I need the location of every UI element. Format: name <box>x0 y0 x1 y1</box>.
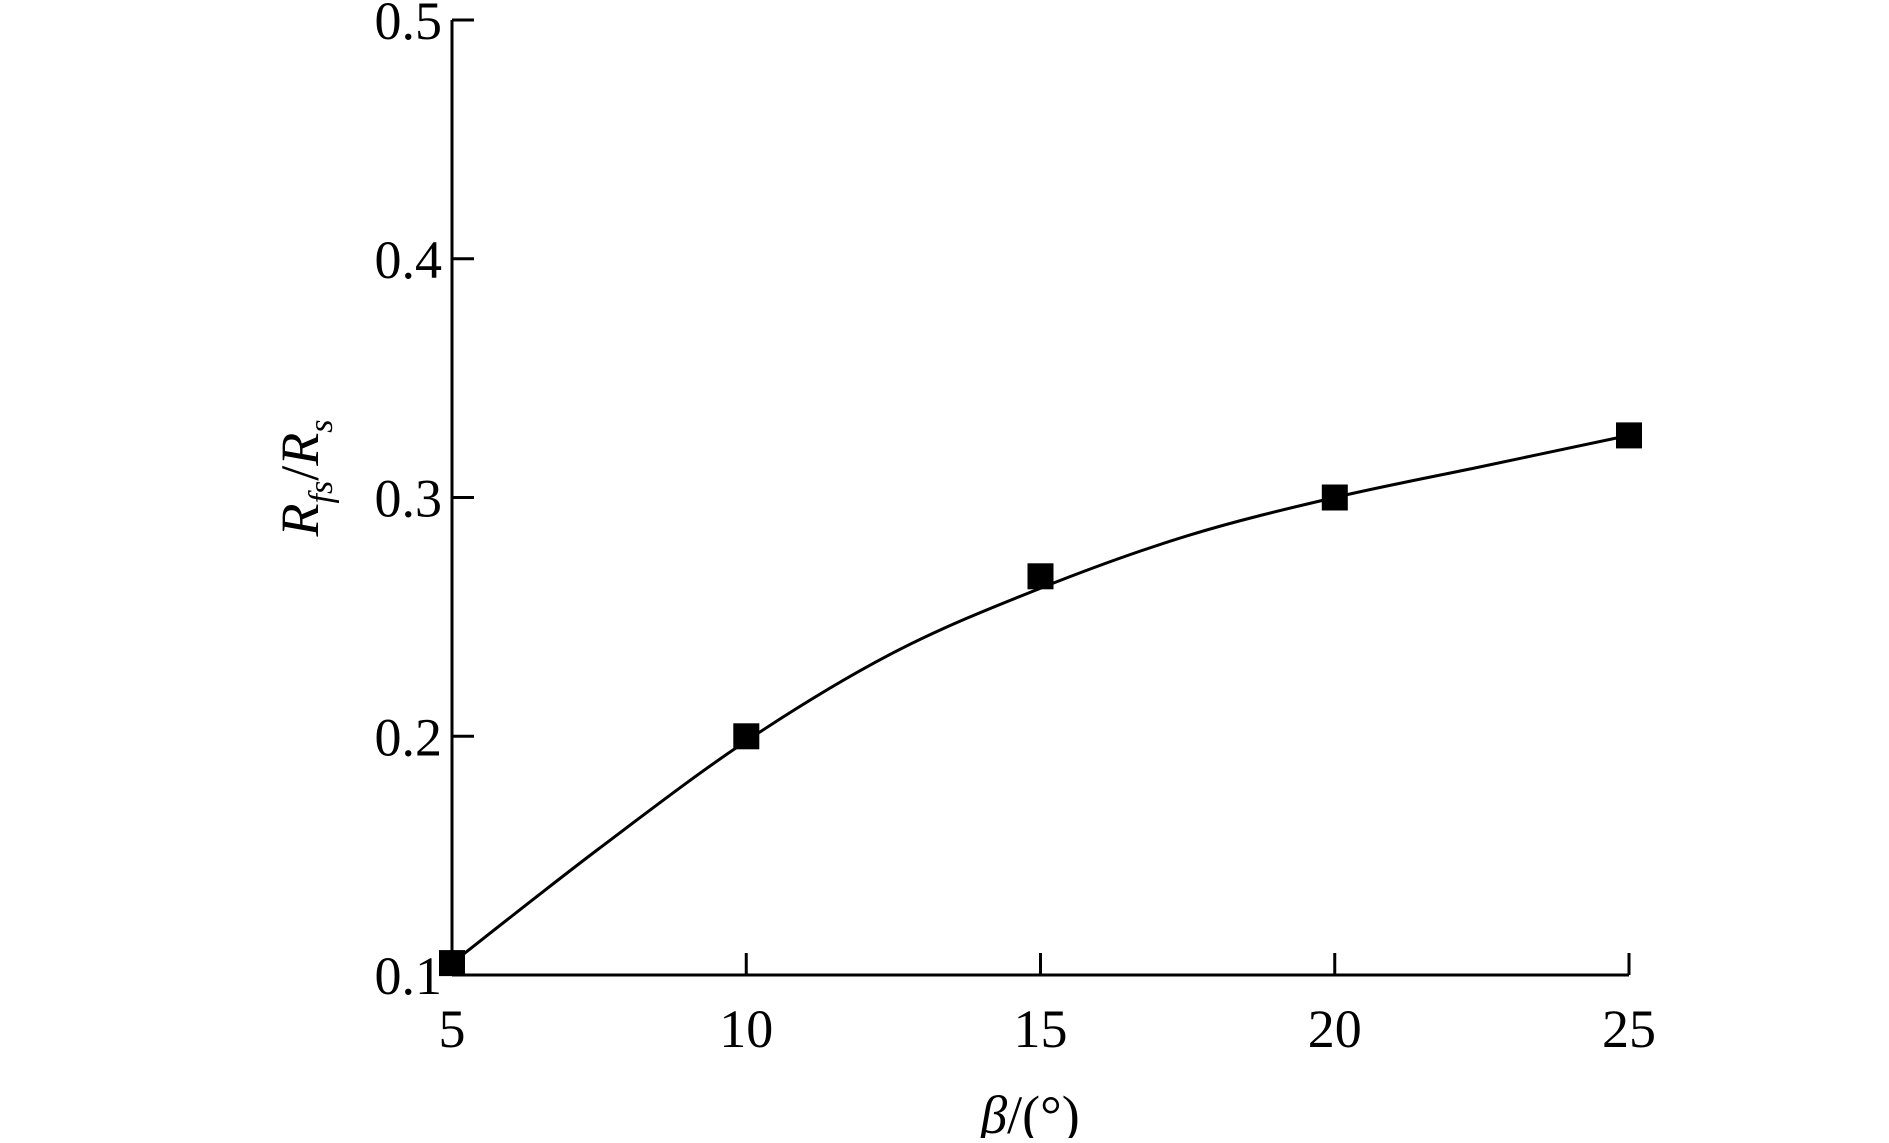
y-tick-label: 0.1 <box>375 946 443 1006</box>
y-axis-title-slash: / <box>270 466 330 481</box>
y-axis-title-sub2: s <box>303 420 340 433</box>
y-tick-label: 0.3 <box>375 469 443 529</box>
axis-titles: β/(°) Rfs/Rs <box>270 420 1080 1143</box>
data-point-square <box>733 723 760 750</box>
x-tick-label: 20 <box>1308 999 1362 1059</box>
x-axis-title: β/(°) <box>979 1085 1079 1138</box>
x-axis-title-unit: /(°) <box>1007 1085 1080 1138</box>
y-axis-title-r1: R <box>270 503 330 537</box>
data-points <box>439 422 1642 977</box>
axes <box>450 20 1629 977</box>
data-point-square <box>1321 484 1348 511</box>
data-point-square <box>439 950 465 977</box>
y-axis-title: Rfs/Rs <box>270 420 340 538</box>
y-tick-label: 0.5 <box>375 0 443 51</box>
x-tick-label: 10 <box>719 999 773 1059</box>
y-axis-title-r2: R <box>270 433 330 467</box>
ticks: 0.1 0.2 0.3 0.4 0.5 5 10 15 20 25 <box>375 0 1657 1059</box>
fit-curve-group <box>451 433 1630 965</box>
x-tick-label: 5 <box>439 999 466 1059</box>
fit-curve-line <box>451 433 1630 965</box>
x-tick-label: 15 <box>1014 999 1068 1059</box>
y-tick-label: 0.2 <box>375 707 443 767</box>
y-axis-title-sub1: fs <box>303 481 340 504</box>
x-tick-label: 25 <box>1602 999 1656 1059</box>
data-point-square <box>1027 563 1054 590</box>
x-axis-title-symbol: β <box>979 1085 1007 1138</box>
y-tick-label: 0.4 <box>375 230 443 290</box>
data-point-square <box>1616 422 1642 449</box>
